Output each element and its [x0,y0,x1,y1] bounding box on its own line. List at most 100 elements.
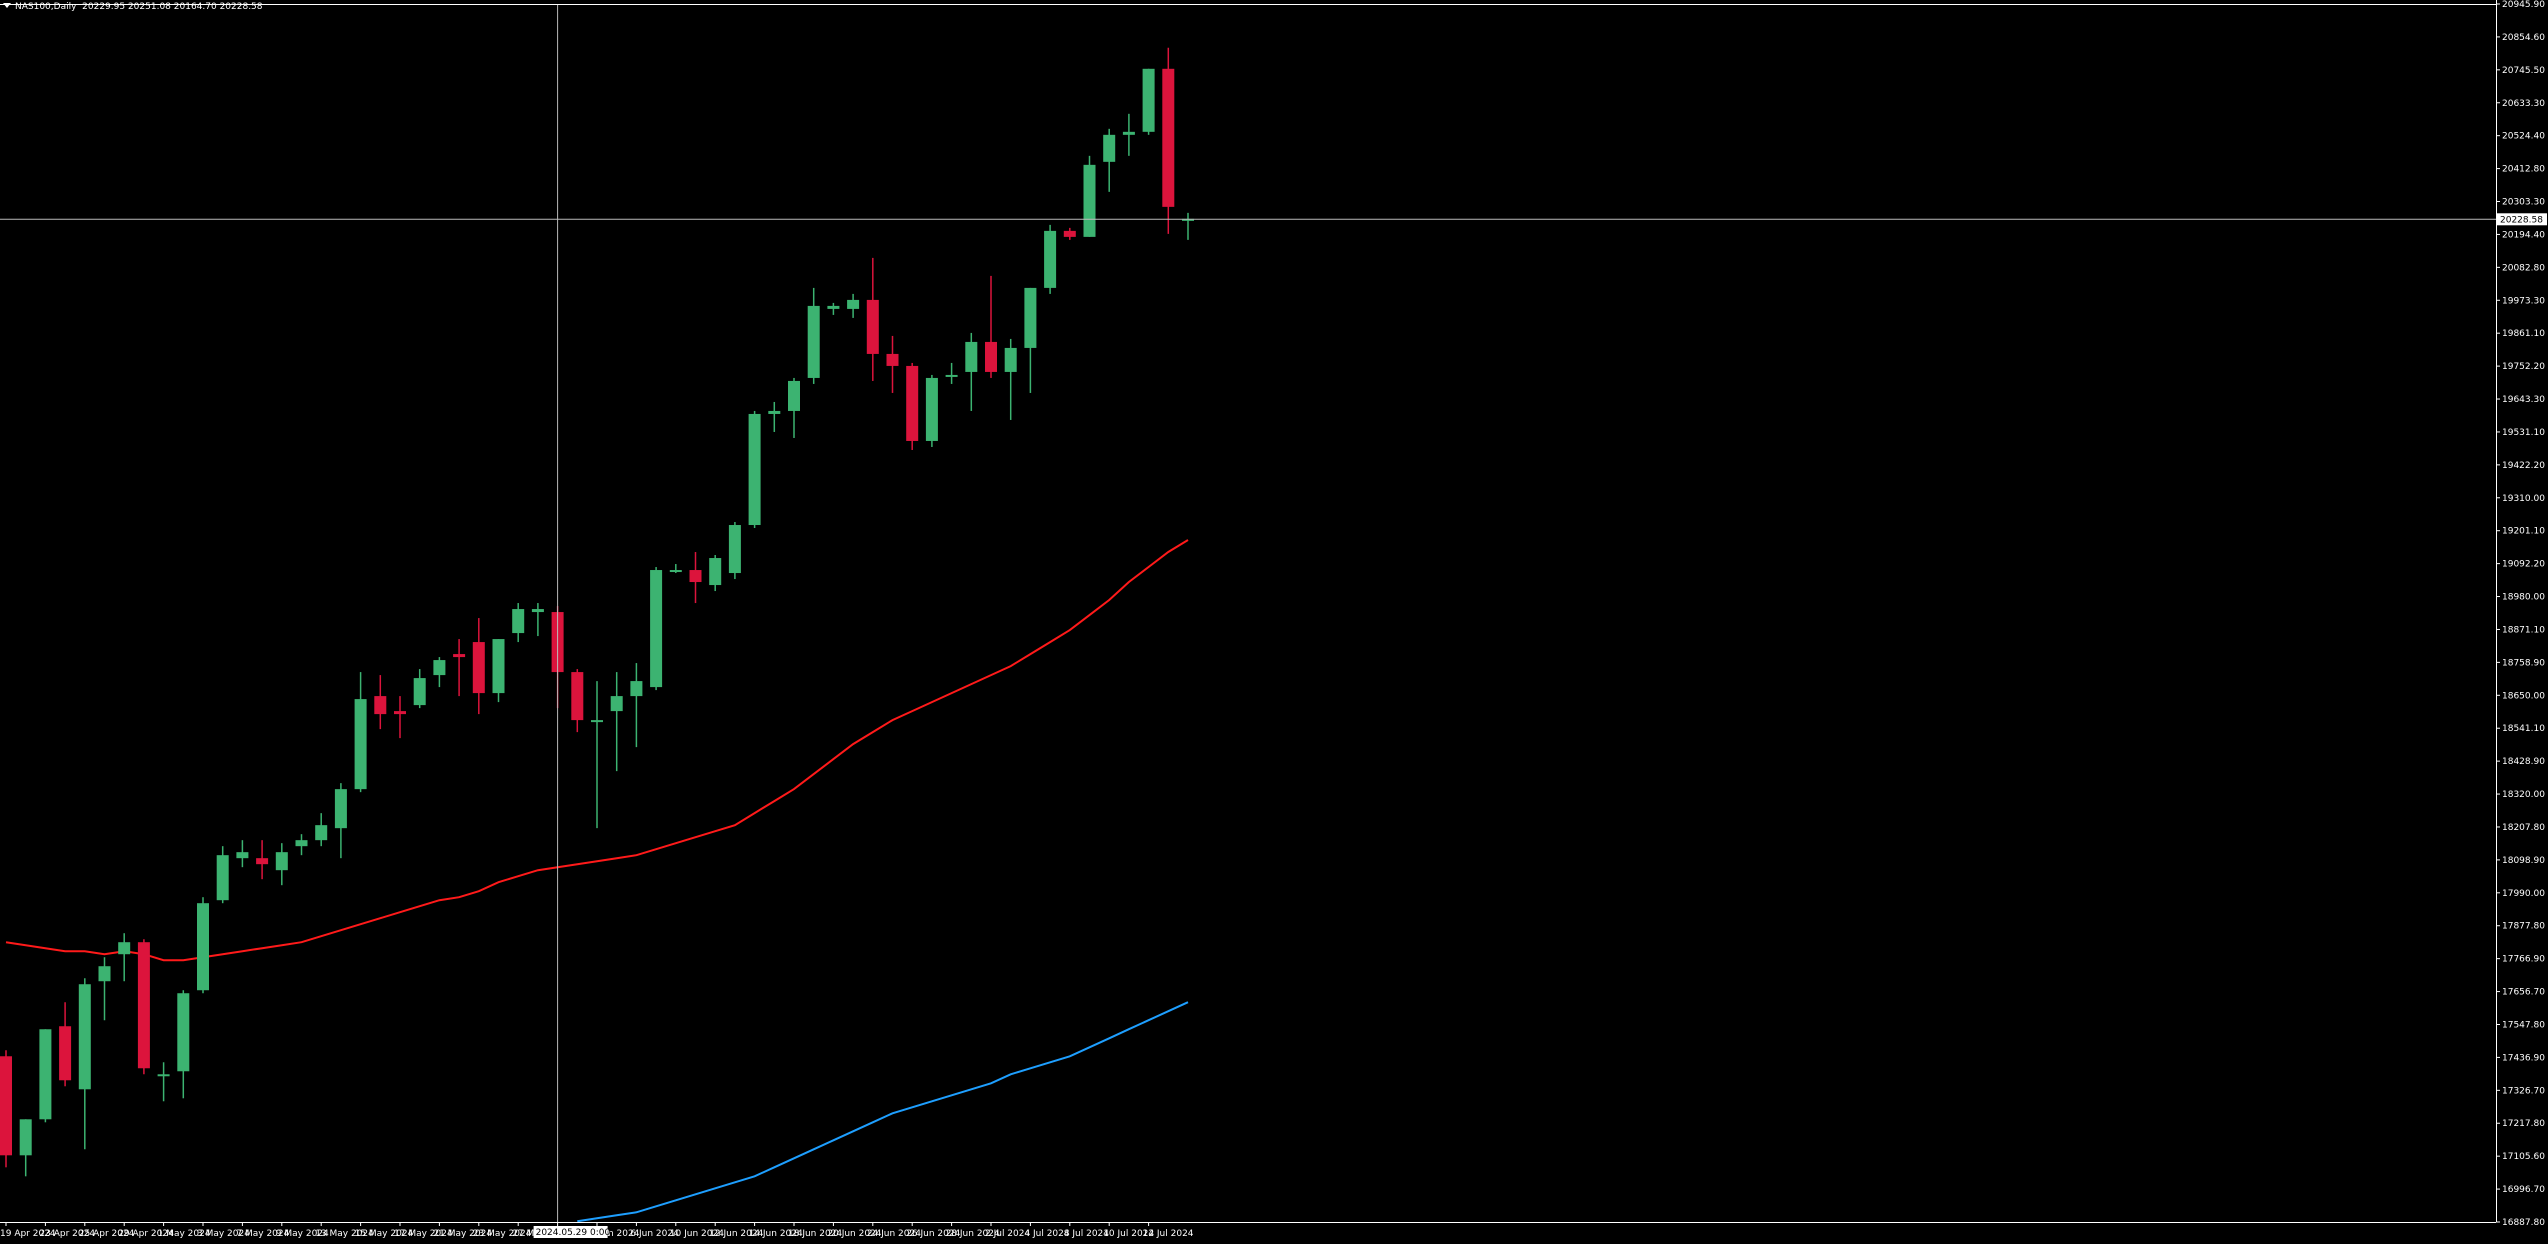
x-tick-label: 24 Jun 2024 [867,1229,921,1239]
candle-body [669,570,682,573]
y-tick-label: 19201.10 [2502,527,2545,537]
candle-body [768,410,781,414]
candle-body [1083,164,1096,237]
candle-body [197,903,209,991]
candle [472,618,485,715]
candle-body [256,858,269,865]
candle-body [1063,230,1076,237]
candle-body [78,984,91,1090]
dropdown-triangle-icon[interactable] [3,3,11,8]
candle-body [886,353,899,366]
candle-body [689,570,702,583]
symbol-timeframe: NAS100,Daily [15,2,77,12]
x-tick-label: 15 May 2024 [355,1229,414,1239]
y-tick-label: 17547.80 [2502,1020,2545,1030]
candle [610,672,623,772]
candle [788,377,800,438]
candle [1044,224,1057,294]
candle [945,362,958,384]
y-tick-label: 17656.70 [2502,988,2545,998]
candle [275,843,288,886]
candle-body [137,942,150,1069]
y-tick-label: 18541.10 [2502,724,2545,734]
candle [748,410,761,529]
y-tick-label: 19752.20 [2502,362,2545,372]
candle-body [610,696,623,712]
price-axis[interactable]: 20945.90 20854.60 20745.50 20633.30 20524.40… [2496,0,2547,1228]
x-tick-label: 23 May 2024 [473,1229,532,1239]
candle-body [472,642,485,694]
candle [98,957,111,1021]
candle [1103,128,1116,192]
candle-body [433,660,446,676]
candle-body [1162,68,1175,207]
candle [78,978,91,1150]
y-tick-label: 17766.90 [2502,955,2545,965]
x-tick-label: 13 May 2024 [315,1229,374,1239]
x-tick-label: 12 Jun 2024 [709,1229,763,1239]
candle-body [827,305,840,309]
price-label-box [2497,213,2547,226]
candle [19,1119,32,1177]
time-label-text: 2024.05.29 0:00 [536,1228,611,1238]
y-tick-label: 18207.80 [2502,823,2545,833]
x-tick-label: 8 Jul 2024 [1064,1229,1109,1239]
x-tick-label: 1 May 2024 [158,1229,211,1239]
ohlc-values: 20229.95 20251.08 20164.70 20228.58 [82,2,263,12]
crosshair-time-label: 2024.05.29 0:00 [533,1226,611,1238]
candle [177,990,190,1099]
x-tick-label: 25 Apr 2024 [79,1229,135,1239]
crosshair-price-label: 20228.58 [2497,213,2547,226]
candle-body [866,299,879,354]
y-tick-label: 17217.80 [2502,1119,2545,1129]
candle [137,939,150,1075]
y-tick-label: 18428.90 [2502,757,2545,767]
candle [1024,287,1037,393]
candle-body [177,993,190,1072]
x-tick-label: 3 May 2024 [197,1229,250,1239]
candle [866,257,879,381]
candle-body [413,678,426,706]
y-tick-label: 19643.30 [2502,395,2545,405]
candle [689,552,702,604]
y-tick-label: 17877.80 [2502,922,2545,932]
x-tick-label: 17 May 2024 [394,1229,453,1239]
candle-body [630,681,643,697]
candle [315,813,328,847]
candle-body [1024,287,1037,348]
x-tick-label: 18 Jun 2024 [788,1229,842,1239]
candle [847,293,860,318]
candle [1142,68,1155,135]
candle [985,275,997,378]
candle [354,672,367,793]
chart-frame [0,0,2497,1223]
candle-body [275,852,288,871]
x-tick-label: 27 May [512,1229,546,1239]
candle [906,362,919,450]
y-tick-label: 16887.80 [2502,1218,2545,1228]
x-tick-label: 10 Jun 2024 [670,1229,724,1239]
candle [965,332,978,411]
x-tick-label: 21 May 2024 [433,1229,492,1239]
x-tick-label: 28 Jun 2024 [946,1229,1000,1239]
candle-body [295,840,308,847]
candle-body [1122,131,1135,135]
candle [1083,155,1096,237]
candle [394,696,406,739]
candle-body [334,789,347,829]
candle-body [571,672,584,721]
chart-title: NAS100,Daily 20229.95 20251.08 20164.70 … [3,2,263,13]
candle-body [531,609,544,613]
candle [531,603,544,637]
candle [512,603,525,643]
x-tick-label: 2 Jul 2024 [985,1229,1030,1239]
candle-body [709,558,722,586]
candle-body [394,711,406,715]
x-tick-label: 29 Apr 2024 [118,1229,174,1239]
candle-body [985,341,997,372]
crosshair [0,4,2496,1222]
x-tick-label: 12 Jul 2024 [1143,1229,1194,1239]
